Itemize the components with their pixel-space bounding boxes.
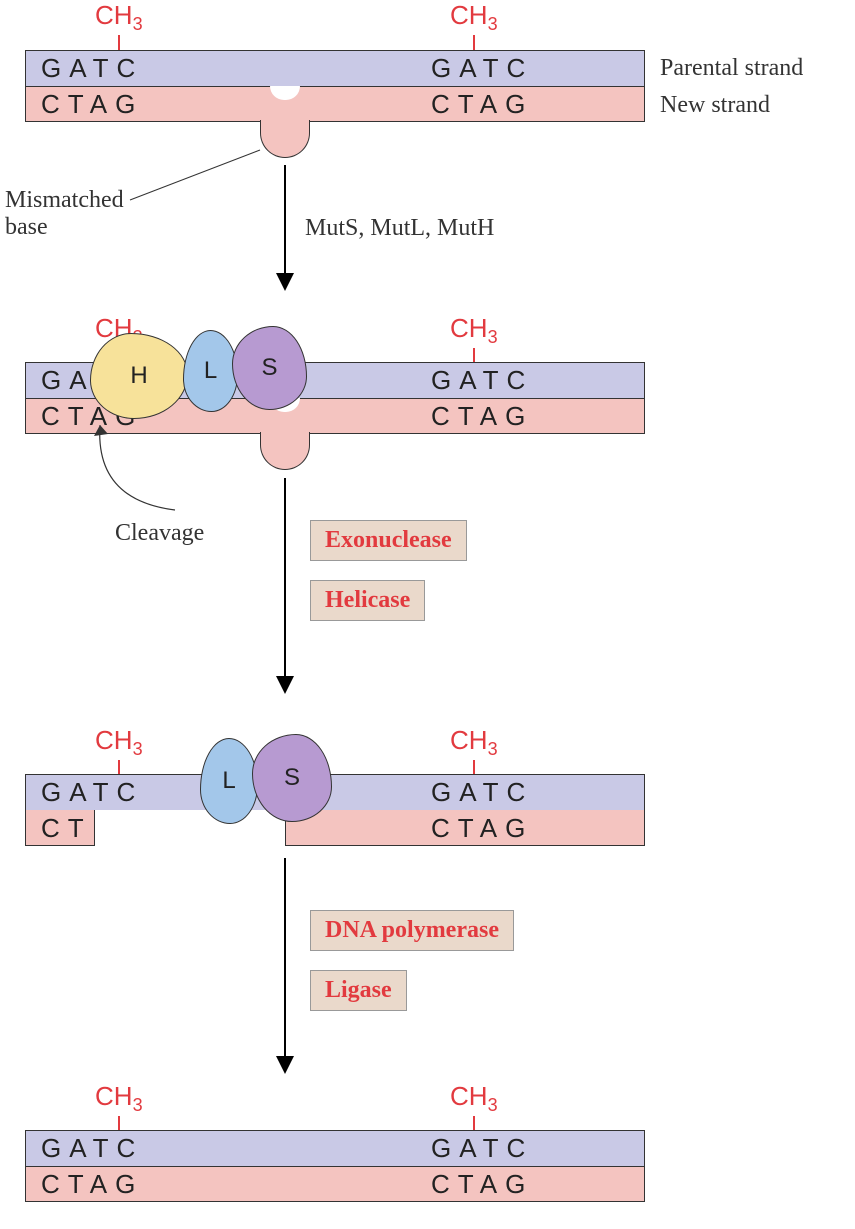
diagram-canvas: CH3 CH3 GATC GATC CTAG CTAG Parental str… bbox=[0, 0, 855, 1229]
muts-protein: S bbox=[232, 326, 307, 410]
parental-strand: GATC GATC bbox=[25, 1130, 645, 1166]
arrow-head bbox=[276, 1056, 294, 1074]
mismatch-bulge bbox=[260, 432, 310, 470]
arrow-step3 bbox=[284, 858, 286, 1058]
arrow-head bbox=[276, 676, 294, 694]
seq-right: CTAG bbox=[431, 89, 533, 120]
new-strand-fragment-left: CT bbox=[25, 810, 95, 846]
mut-proteins-label: MutS, MutL, MutH bbox=[305, 215, 494, 242]
seq-left: GATC bbox=[41, 777, 143, 808]
seq-fragment: CT bbox=[41, 813, 92, 844]
mutl-protein: L bbox=[200, 738, 258, 824]
seq-right: CTAG bbox=[431, 1169, 533, 1200]
seq-right: GATC bbox=[431, 1133, 533, 1164]
mismatch-pointer-line bbox=[130, 150, 290, 220]
seq-fragment: CTAG bbox=[431, 813, 533, 844]
polymerase-box: DNA polymerase bbox=[310, 910, 514, 951]
seq-right: GATC bbox=[431, 777, 533, 808]
seq-left: GA bbox=[41, 365, 95, 396]
ligase-box: Ligase bbox=[310, 970, 407, 1011]
parental-strand: GATC GATC bbox=[25, 774, 645, 810]
dna-duplex-initial: GATC GATC CTAG CTAG bbox=[25, 50, 645, 122]
arrow-step2 bbox=[284, 478, 286, 678]
arrow-step1 bbox=[284, 165, 286, 275]
methyl-label: CH3 bbox=[450, 313, 498, 343]
new-strand: CTAG CTAG bbox=[25, 1166, 645, 1202]
parental-strand-label: Parental strand bbox=[660, 55, 803, 82]
methyl-group: CH3 bbox=[450, 0, 498, 57]
exonuclease-box: Exonuclease bbox=[310, 520, 467, 561]
seq-left: CTAG bbox=[41, 1169, 143, 1200]
parental-strand: GATC GATC bbox=[25, 50, 645, 86]
methyl-label: CH3 bbox=[95, 725, 143, 755]
mismatch-base-label: Mismatched base bbox=[5, 187, 124, 241]
new-strand-label: New strand bbox=[660, 92, 770, 119]
seq-right: GATC bbox=[431, 365, 533, 396]
seq-right: CTAG bbox=[431, 401, 533, 432]
mismatch-bulge bbox=[260, 120, 310, 158]
seq-left: GATC bbox=[41, 53, 143, 84]
new-strand: CTAG CTAG bbox=[25, 86, 645, 122]
methyl-label: CH3 bbox=[450, 0, 498, 30]
seq-right: GATC bbox=[431, 53, 533, 84]
cleavage-label: Cleavage bbox=[115, 520, 204, 547]
methyl-label: CH3 bbox=[95, 0, 143, 30]
new-strand-fragment-right: CTAG bbox=[285, 810, 645, 846]
seq-left: CTAG bbox=[41, 89, 143, 120]
mutl-protein: L bbox=[183, 330, 238, 412]
seq-left: GATC bbox=[41, 1133, 143, 1164]
muts-protein: S bbox=[252, 734, 332, 822]
methyl-label: CH3 bbox=[450, 725, 498, 755]
dna-duplex-repaired: GATC GATC CTAG CTAG bbox=[25, 1130, 645, 1202]
methyl-group: CH3 bbox=[95, 0, 143, 57]
helicase-box: Helicase bbox=[310, 580, 425, 621]
arrow-head bbox=[276, 273, 294, 291]
methyl-label: CH3 bbox=[450, 1081, 498, 1111]
methyl-label: CH3 bbox=[95, 1081, 143, 1111]
dna-duplex-excised: GATC GATC bbox=[25, 774, 645, 810]
